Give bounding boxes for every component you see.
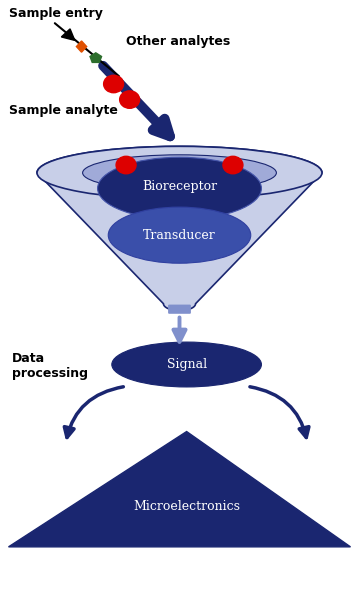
Polygon shape xyxy=(76,41,87,52)
FancyBboxPatch shape xyxy=(169,305,190,313)
Circle shape xyxy=(104,75,123,93)
FancyArrowPatch shape xyxy=(103,65,170,136)
Circle shape xyxy=(223,156,243,174)
Ellipse shape xyxy=(108,207,251,263)
Polygon shape xyxy=(90,53,102,62)
Text: Transducer: Transducer xyxy=(143,228,216,242)
Polygon shape xyxy=(37,146,322,311)
Text: Bioreceptor: Bioreceptor xyxy=(142,180,217,193)
Ellipse shape xyxy=(37,146,322,199)
Text: Data
processing: Data processing xyxy=(12,352,88,380)
Ellipse shape xyxy=(98,157,261,220)
Polygon shape xyxy=(9,431,350,547)
Circle shape xyxy=(116,156,136,174)
Circle shape xyxy=(120,91,140,108)
Text: Sample entry: Sample entry xyxy=(9,7,102,20)
Ellipse shape xyxy=(83,155,276,191)
FancyArrowPatch shape xyxy=(250,387,309,437)
Text: Signal: Signal xyxy=(167,358,207,371)
Ellipse shape xyxy=(112,342,261,387)
Polygon shape xyxy=(61,29,75,40)
Text: Other analytes: Other analytes xyxy=(126,36,230,48)
FancyArrowPatch shape xyxy=(64,387,123,437)
Text: Microelectronics: Microelectronics xyxy=(133,500,240,513)
Text: Sample analyte: Sample analyte xyxy=(9,104,117,117)
